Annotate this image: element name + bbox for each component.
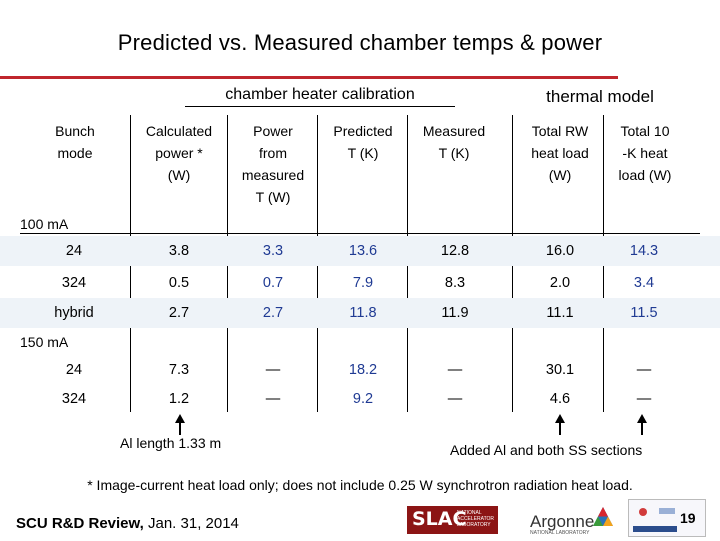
slac-logo-subtext: NATIONAL ACCELERATOR LABORATORY (457, 510, 495, 528)
cell-predicted: 18.2 (348, 362, 378, 378)
aps-logo (628, 499, 706, 537)
cell-total-rw: 2.0 (549, 275, 571, 291)
arrow-shaft (179, 421, 181, 435)
cell-measured: 12.8 (440, 243, 470, 259)
arrow-up-icon (175, 414, 185, 423)
table-row: 24 7.3 — 18.2 — 30.1 — (0, 355, 720, 385)
header-total-rw: Total RW heat load (W) (515, 120, 605, 186)
group-header-thermal: thermal model (546, 87, 654, 106)
cell-measured: 11.9 (441, 305, 469, 321)
page-number: 19 (680, 510, 696, 526)
cell-total-10k: 3.4 (633, 275, 655, 291)
arrow-up-icon (555, 414, 565, 423)
table-rule (20, 233, 700, 234)
cell-calc: 0.5 (168, 275, 190, 291)
header-line: Measured (422, 123, 486, 139)
header-line: Predicted (333, 123, 393, 139)
cell-power: — (265, 362, 281, 378)
note-al-length: Al length 1.33 m (120, 435, 222, 451)
cell-total-rw: 11.1 (546, 305, 574, 321)
cell-calc: 2.7 (168, 305, 190, 321)
header-line: (W) (167, 167, 191, 183)
cell-mode: 324 (61, 275, 87, 291)
table-row: 324 0.5 0.7 7.9 8.3 2.0 3.4 (0, 268, 720, 298)
review-date: Jan. 31, 2014 (147, 515, 239, 532)
header-bunch-mode: Bunch mode (30, 120, 120, 164)
header-power-measured: Power from measured T (W) (228, 120, 318, 208)
header-line: T (K) (438, 145, 470, 161)
table-row: 24 3.8 3.3 13.6 12.8 16.0 14.3 (0, 236, 720, 266)
header-line: mode (57, 145, 93, 161)
arrow-shaft (641, 421, 643, 435)
header-line: Total 10 (620, 123, 670, 139)
arrow-up-icon (637, 414, 647, 423)
header-line: load (W) (618, 167, 672, 183)
cell-calc: 3.8 (168, 243, 190, 259)
slac-logo-text: SLAC (412, 508, 467, 530)
cell-total-rw: 16.0 (545, 243, 575, 259)
header-line: Power (253, 123, 293, 139)
cell-total-10k: 11.5 (630, 305, 658, 321)
header-line: -K heat (622, 145, 668, 161)
cell-measured: — (447, 362, 463, 378)
header-predicted: Predicted T (K) (320, 120, 406, 164)
cell-mode: 24 (65, 243, 83, 259)
cell-predicted: 7.9 (352, 275, 374, 291)
cell-mode: hybrid (54, 305, 94, 321)
review-caption: SCU R&D Review, Jan. 31, 2014 (16, 515, 239, 532)
aps-logo-graphic (633, 508, 677, 532)
argonne-logo-subtext: NATIONAL LABORATORY (530, 530, 590, 536)
table-row: 324 1.2 — 9.2 — 4.6 — (0, 384, 720, 414)
cell-total-rw: 30.1 (545, 362, 575, 378)
argonne-logo-text: Argonne (530, 512, 595, 531)
header-line: power * (155, 145, 203, 161)
slide-title: Predicted vs. Measured chamber temps & p… (117, 30, 603, 55)
header-line: Calculated (145, 123, 213, 139)
header-line: Total RW (531, 123, 589, 139)
cell-measured: 8.3 (444, 275, 466, 291)
cell-mode: 24 (65, 362, 83, 378)
cell-predicted: 9.2 (352, 391, 374, 407)
header-calculated: Calculated power * (W) (133, 120, 225, 186)
cell-mode: 324 (61, 391, 87, 407)
header-line: from (259, 145, 287, 161)
cell-power: — (265, 391, 281, 407)
cell-predicted: 11.8 (349, 305, 377, 321)
cell-total-10k: 14.3 (629, 243, 659, 259)
group-underline (185, 106, 455, 107)
header-line: measured (241, 167, 305, 183)
cell-power: 0.7 (262, 275, 284, 291)
cell-total-rw: 4.6 (549, 391, 571, 407)
header-total-10k: Total 10 -K heat load (W) (603, 120, 687, 186)
header-line: T (W) (255, 189, 291, 205)
arrow-shaft (559, 421, 561, 435)
footnote: * Image-current heat load only; does not… (87, 477, 633, 493)
cell-calc: 7.3 (168, 362, 190, 378)
argonne-logo-icon (593, 507, 613, 526)
header-line: (W) (548, 167, 572, 183)
cell-calc: 1.2 (168, 391, 190, 407)
cell-power: 3.3 (262, 243, 284, 259)
section-label: 150 mA (20, 334, 69, 350)
header-line: heat load (531, 145, 589, 161)
cell-power: 2.7 (262, 305, 284, 321)
review-title: SCU R&D Review, (16, 515, 144, 532)
cell-total-10k: — (636, 362, 652, 378)
title-rule (0, 76, 618, 79)
section-label: 100 mA (20, 216, 69, 232)
note-added-sections: Added Al and both SS sections (450, 442, 643, 458)
table-row: hybrid 2.7 2.7 11.8 11.9 11.1 11.5 (0, 298, 720, 328)
header-line: Bunch (55, 123, 95, 139)
header-measured: Measured T (K) (408, 120, 500, 164)
cell-measured: — (447, 391, 463, 407)
slac-logo (407, 506, 498, 534)
group-header-calibration: chamber heater calibration (225, 86, 415, 103)
cell-total-10k: — (636, 391, 652, 407)
cell-predicted: 13.6 (348, 243, 378, 259)
header-line: T (K) (347, 145, 379, 161)
